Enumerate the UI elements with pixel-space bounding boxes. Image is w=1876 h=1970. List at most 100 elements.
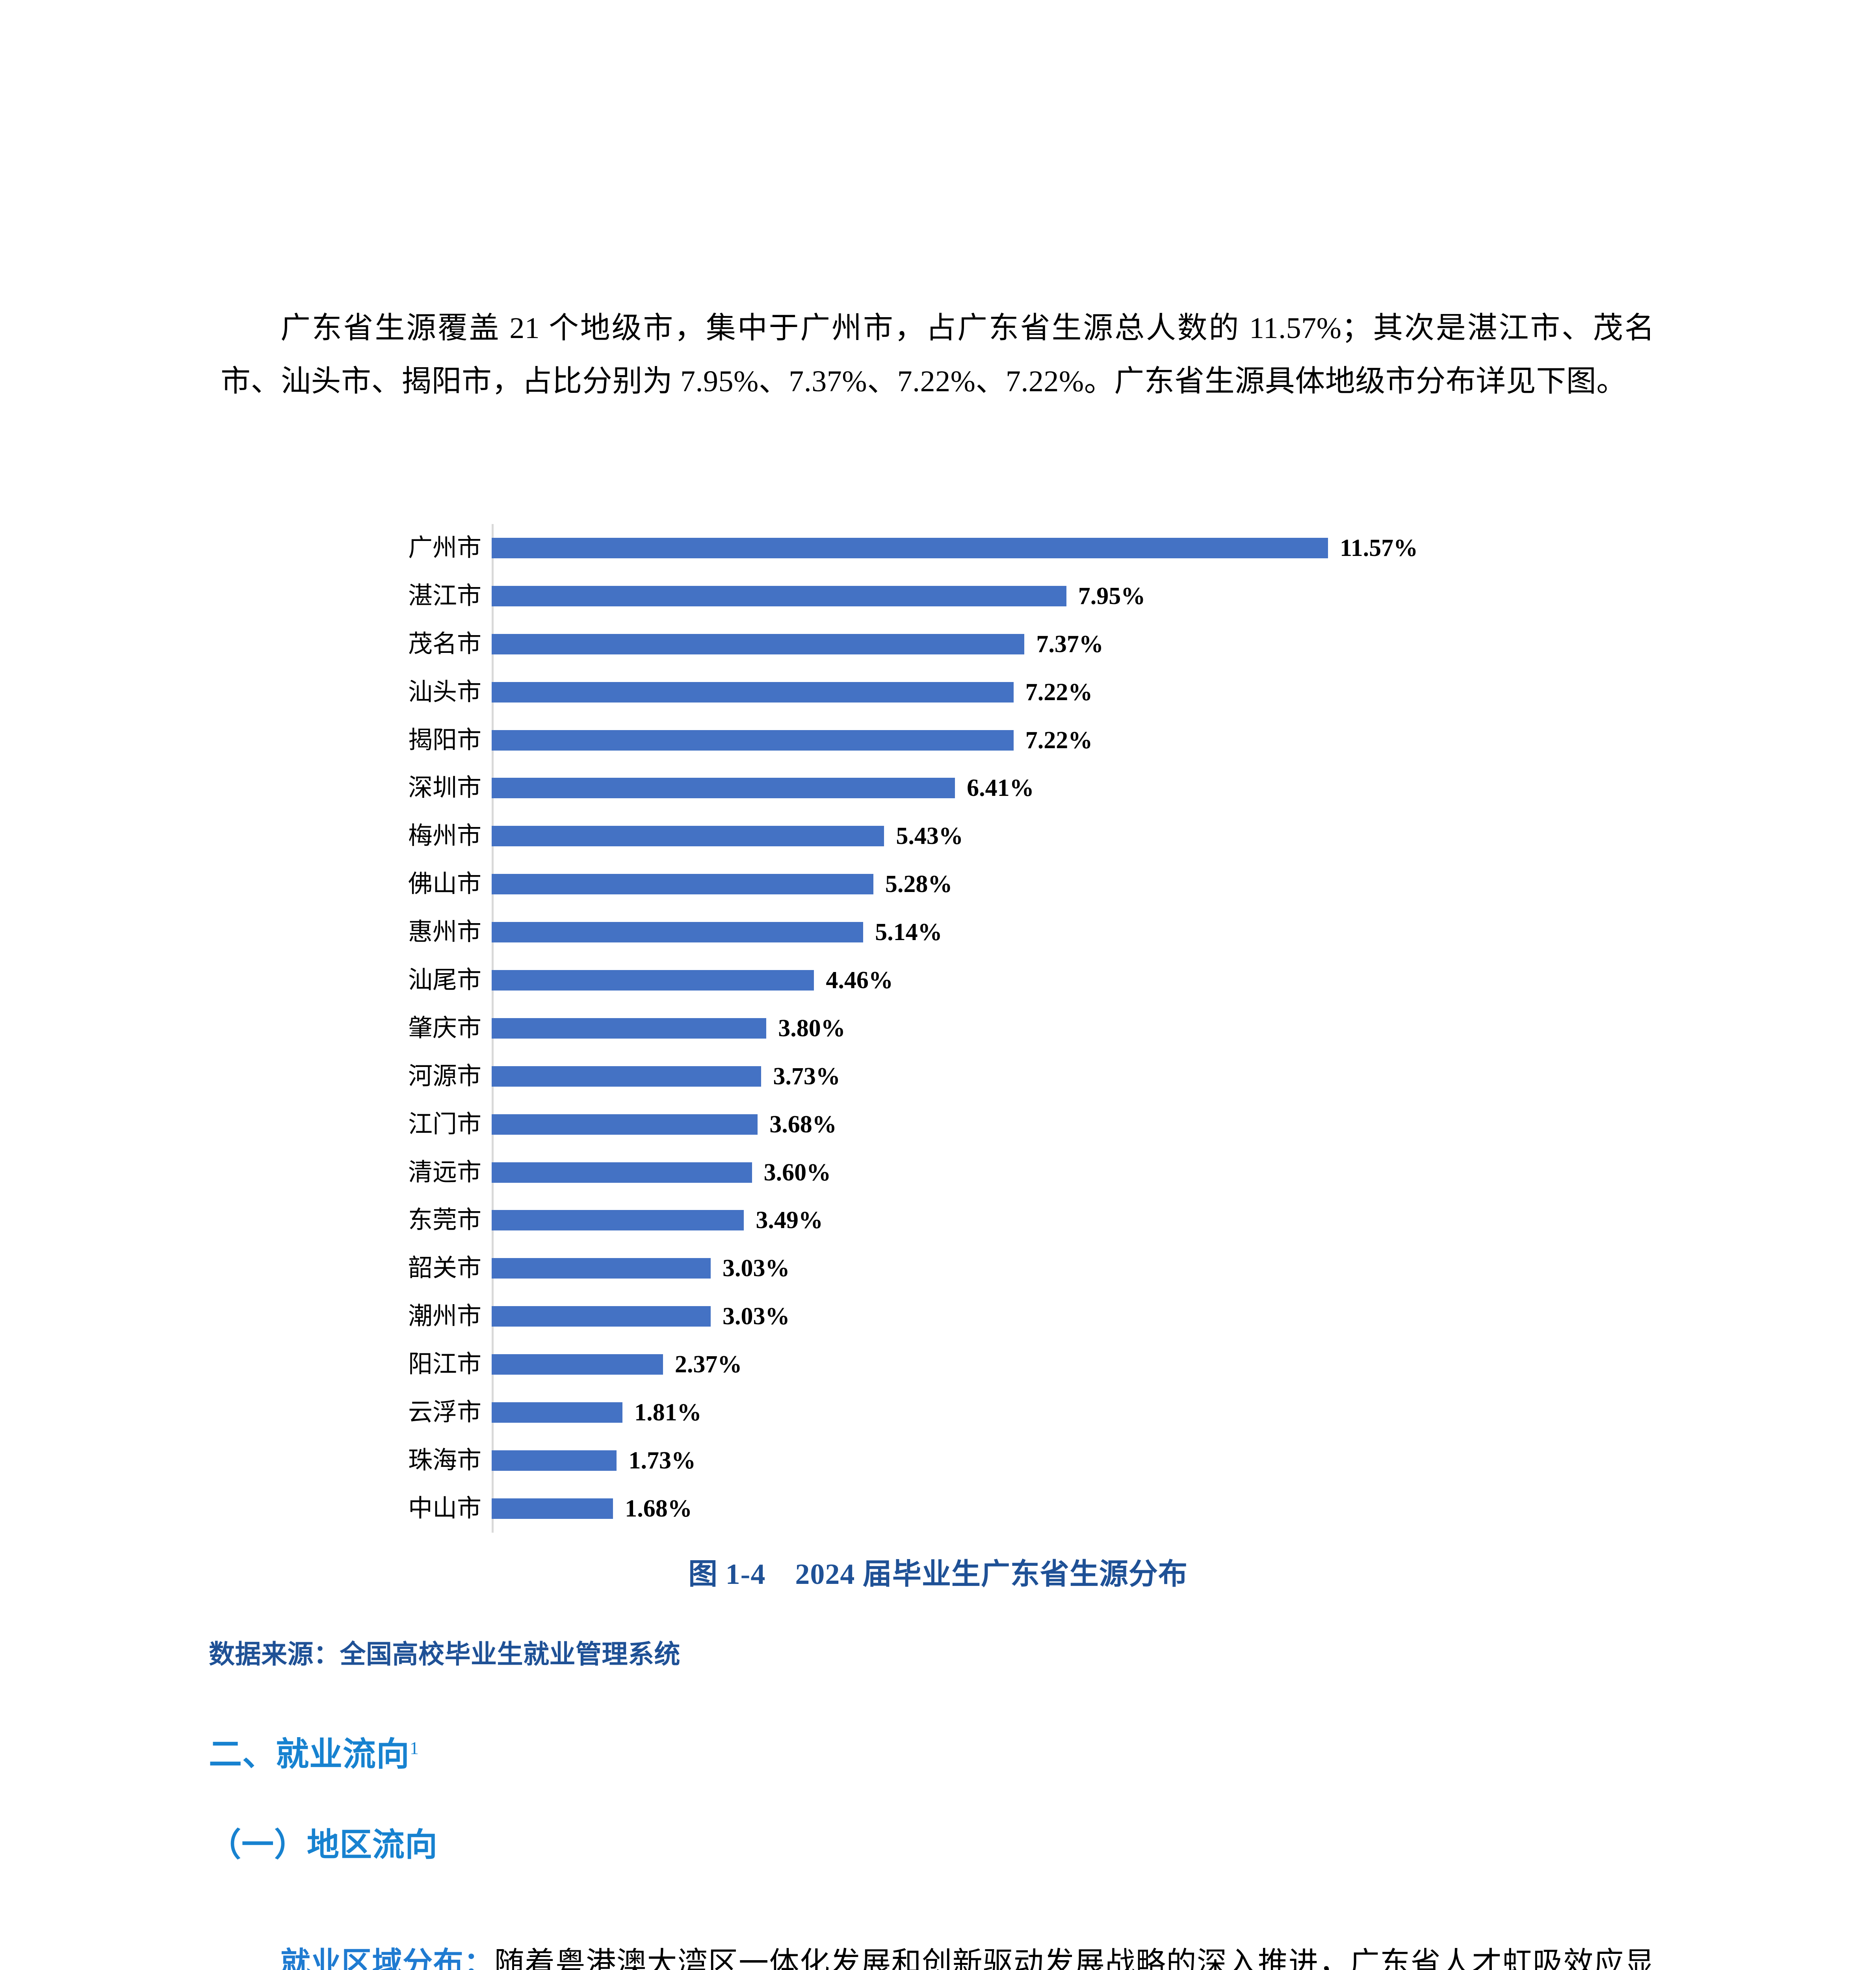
chart-bar-track: 3.80% <box>492 1004 1418 1052</box>
chart-bar-track: 3.03% <box>492 1292 1418 1340</box>
chart-category-label: 湛江市 <box>408 582 481 610</box>
chart-bar-track: 7.95% <box>492 572 1418 620</box>
paragraph-lead-in-label: 就业区域分布： <box>280 1947 494 1970</box>
chart-bar-track: 1.68% <box>492 1485 1418 1533</box>
chart-bar-row: 深圳市 6.41% <box>355 764 1418 812</box>
chart-bar-track: 3.49% <box>492 1196 1418 1244</box>
chart-bar-track: 1.81% <box>492 1388 1418 1437</box>
chart-bar-value-label: 7.37% <box>1036 630 1103 658</box>
chart-bar-value-label: 3.49% <box>756 1207 823 1234</box>
chart-bar-value-label: 3.68% <box>769 1111 837 1138</box>
chart-category-label: 珠海市 <box>408 1447 481 1474</box>
regional-flow-paragraph: 就业区域分布：随着粤港澳大湾区一体化发展和创新驱动发展战略的深入推进，广东省人才… <box>221 1937 1655 1970</box>
chart-category-label: 潮州市 <box>408 1303 481 1330</box>
chart-bar-row: 潮州市 3.03% <box>355 1292 1418 1340</box>
chart-bar <box>492 1018 767 1039</box>
intro-paragraph: 广东省生源覆盖 21 个地级市，集中于广州市，占广东省生源总人数的 11.57%… <box>221 312 1655 398</box>
chart-bar-track: 5.43% <box>492 812 1418 860</box>
chart-bar-track: 6.41% <box>492 764 1418 812</box>
chart-bar-row: 梅州市 5.43% <box>355 812 1418 860</box>
chart-category-label: 茂名市 <box>408 630 481 658</box>
chart-category-label: 深圳市 <box>408 775 481 802</box>
chart-bar-row: 阳江市 2.37% <box>355 1340 1418 1388</box>
chart-bar-row: 湛江市 7.95% <box>355 572 1418 620</box>
chart-bar-row: 清远市 3.60% <box>355 1149 1418 1197</box>
chart-bar <box>492 970 814 991</box>
chart-bar <box>492 1450 617 1471</box>
chart-category-label: 梅州市 <box>408 823 481 850</box>
chart-bar <box>492 1258 711 1279</box>
chart-bar-track: 11.57% <box>492 524 1418 572</box>
paragraph-body-text: 随着粤港澳大湾区一体化发展和创新驱动发展战略的深入推进，广东省人才虹吸效应显著。… <box>494 1947 1655 1970</box>
chart-bar-value-label: 7.22% <box>1025 678 1093 706</box>
chart-bar <box>492 1402 623 1423</box>
chart-bar-track: 7.22% <box>492 716 1418 764</box>
chart-bar <box>492 1162 752 1183</box>
section-heading-text: 二、就业流向 <box>209 1736 410 1773</box>
chart-category-label: 清远市 <box>408 1159 481 1186</box>
chart-bar <box>492 1498 613 1519</box>
chart-category-label: 佛山市 <box>408 871 481 898</box>
chart-bar-value-label: 3.73% <box>773 1063 840 1090</box>
chart-bar-row: 佛山市 5.28% <box>355 860 1418 908</box>
chart-bar-track: 3.60% <box>492 1149 1418 1197</box>
chart-bar-row: 茂名市 7.37% <box>355 620 1418 668</box>
chart-bar-row: 韶关市 3.03% <box>355 1244 1418 1292</box>
chart-category-label: 河源市 <box>408 1063 481 1090</box>
chart-bar <box>492 1210 744 1231</box>
chart-bar-value-label: 4.46% <box>826 966 893 994</box>
chart-category-label: 东莞市 <box>408 1207 481 1234</box>
chart-category-label: 汕尾市 <box>408 966 481 994</box>
chart-category-label: 汕头市 <box>408 678 481 706</box>
chart-bar <box>492 1066 762 1087</box>
chart-category-label: 惠州市 <box>408 919 481 946</box>
chart-bar-row: 中山市 1.68% <box>355 1485 1418 1533</box>
chart-bar <box>492 730 1014 751</box>
chart-category-label: 江门市 <box>408 1111 481 1138</box>
chart-bar <box>492 874 873 895</box>
chart-bar <box>492 826 884 847</box>
footnote-reference-marker: 1 <box>410 1738 420 1758</box>
chart-category-label: 韶关市 <box>408 1255 481 1282</box>
chart-bar-value-label: 5.43% <box>896 823 963 850</box>
source-distribution-bar-chart: 广州市 11.57% 湛江市 7.95% 茂名市 7.37% 汕头市 7.22% 揭阳市 7.22… <box>355 524 1418 1533</box>
chart-bar-row: 珠海市 1.73% <box>355 1437 1418 1485</box>
chart-bar-row: 汕头市 7.22% <box>355 668 1418 716</box>
chart-bar-row: 广州市 11.57% <box>355 524 1418 572</box>
chart-category-label: 云浮市 <box>408 1399 481 1426</box>
chart-bar-track: 5.28% <box>492 860 1418 908</box>
section-heading-employment-flow: 二、就业流向1 <box>209 1728 419 1775</box>
chart-bar-value-label: 6.41% <box>967 775 1034 802</box>
chart-bar <box>492 778 955 799</box>
chart-bar-track: 7.22% <box>492 668 1418 716</box>
chart-bar-track: 1.73% <box>492 1437 1418 1485</box>
chart-bar-value-label: 5.14% <box>875 919 942 946</box>
chart-bar <box>492 682 1014 703</box>
chart-bar-track: 3.73% <box>492 1052 1418 1100</box>
figure-caption: 图 1-4 2024 届毕业生广东省生源分布 <box>688 1558 1188 1591</box>
chart-category-label: 揭阳市 <box>408 727 481 754</box>
chart-category-label: 阳江市 <box>408 1351 481 1378</box>
chart-bar <box>492 537 1328 558</box>
chart-bar-value-label: 1.73% <box>628 1447 696 1474</box>
chart-bar <box>492 1306 711 1327</box>
chart-bar-value-label: 5.28% <box>885 871 953 898</box>
chart-category-label: 肇庆市 <box>408 1015 481 1042</box>
subsection-heading-regional-flow: （一）地区流向 <box>209 1827 438 1863</box>
chart-bar-value-label: 3.80% <box>778 1015 845 1042</box>
chart-bar <box>492 585 1066 606</box>
chart-bar-track: 4.46% <box>492 956 1418 1004</box>
chart-bar-row: 江门市 3.68% <box>355 1100 1418 1149</box>
chart-bar <box>492 634 1025 654</box>
chart-bar-value-label: 11.57% <box>1340 534 1418 561</box>
chart-bar-row: 汕尾市 4.46% <box>355 956 1418 1004</box>
chart-bar-value-label: 7.95% <box>1078 582 1146 610</box>
chart-bar-value-label: 7.22% <box>1025 727 1093 754</box>
chart-bar-value-label: 2.37% <box>674 1351 742 1378</box>
chart-bar-row: 河源市 3.73% <box>355 1052 1418 1100</box>
chart-bar-value-label: 3.03% <box>722 1255 790 1282</box>
figure-data-source: 数据来源：全国高校毕业生就业管理系统 <box>209 1640 680 1669</box>
chart-bar <box>492 922 864 943</box>
chart-category-label: 广州市 <box>408 534 481 561</box>
